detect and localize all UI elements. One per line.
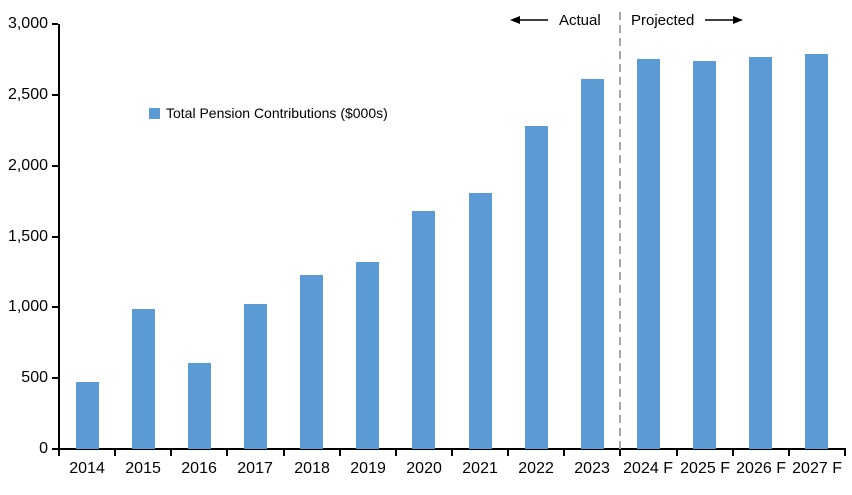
- right-arrow-icon: [705, 16, 744, 24]
- y-axis-tick-label: 2,000: [7, 156, 48, 174]
- x-axis-tick: [507, 450, 510, 456]
- projected-annotation: Projected: [631, 11, 744, 29]
- bar-2025-f: [693, 61, 716, 449]
- x-axis-tick: [563, 450, 566, 456]
- x-axis-tick-label: 2019: [350, 460, 386, 477]
- x-axis-tick-label: 2025 F: [680, 460, 730, 477]
- bar-2021: [469, 193, 492, 449]
- x-axis-tick-label: 2014: [69, 460, 105, 477]
- y-axis-tick: [52, 377, 58, 380]
- x-axis-tick-label: 2021: [462, 460, 498, 477]
- x-axis-tick: [451, 450, 453, 456]
- bar-2022: [525, 126, 548, 449]
- y-axis-tick-label: 1,500: [7, 227, 48, 245]
- x-axis-tick: [226, 450, 229, 456]
- x-axis-tick-label: 2024 F: [623, 460, 673, 477]
- bar-2026-f: [749, 57, 772, 449]
- x-axis-tick-label: 2027 F: [792, 460, 842, 477]
- y-axis-tick: [52, 23, 58, 25]
- bar-2015: [132, 309, 155, 449]
- bar-2024-f: [637, 59, 660, 449]
- x-axis-tick: [338, 450, 341, 456]
- x-axis-tick: [844, 450, 846, 456]
- actual-annotation: Actual: [510, 11, 601, 29]
- x-axis-tick: [282, 450, 285, 456]
- actual-projected-separator: [619, 12, 621, 449]
- x-axis-tick-label: 2022: [518, 460, 554, 477]
- x-axis-tick: [58, 450, 60, 456]
- x-axis-tick-label: 2018: [294, 460, 330, 477]
- y-axis-tick: [52, 164, 58, 167]
- legend: Total Pension Contributions ($000s): [149, 105, 388, 121]
- x-axis-tick: [619, 450, 622, 456]
- bar-2016: [188, 363, 211, 449]
- x-axis-tick: [394, 450, 397, 456]
- y-axis-tick-label: 2,500: [7, 85, 48, 103]
- y-axis-tick-label: 0: [39, 440, 48, 457]
- actual-label: Actual: [559, 11, 601, 29]
- y-axis-tick: [52, 306, 58, 309]
- y-axis-tick: [52, 235, 58, 238]
- y-axis-tick-label: 500: [21, 369, 48, 387]
- legend-swatch-icon: [149, 107, 160, 119]
- bar-2023: [581, 79, 604, 449]
- x-axis-tick: [675, 450, 678, 456]
- x-axis-tick: [170, 450, 173, 456]
- bar-2017: [244, 304, 267, 449]
- y-axis-tick-label: 1,000: [7, 298, 48, 316]
- x-axis-line: [58, 448, 846, 450]
- bar-2019: [356, 262, 379, 449]
- bar-2027-f: [805, 54, 828, 449]
- x-axis-tick-label: 2016: [181, 460, 217, 477]
- legend-label: Total Pension Contributions ($000s): [166, 105, 388, 121]
- x-axis-tick-label: 2023: [574, 460, 610, 477]
- y-axis-tick-label: 3,000: [7, 15, 48, 32]
- left-arrow-icon: [510, 16, 548, 24]
- bar-2020: [412, 211, 435, 449]
- x-axis-tick-label: 2015: [125, 460, 161, 477]
- x-axis-tick: [731, 450, 734, 456]
- bar-2014: [76, 382, 99, 449]
- x-axis-tick-label: 2026 F: [736, 460, 786, 477]
- projected-label: Projected: [631, 11, 695, 29]
- bar-2018: [300, 275, 323, 449]
- y-axis-tick: [52, 93, 58, 96]
- y-axis-tick: [52, 448, 58, 450]
- x-axis-tick: [114, 450, 117, 456]
- y-axis-line: [58, 24, 60, 451]
- x-axis-tick-label: 2017: [237, 460, 273, 477]
- x-axis-tick-label: 2020: [406, 460, 442, 477]
- x-axis-tick: [787, 450, 790, 456]
